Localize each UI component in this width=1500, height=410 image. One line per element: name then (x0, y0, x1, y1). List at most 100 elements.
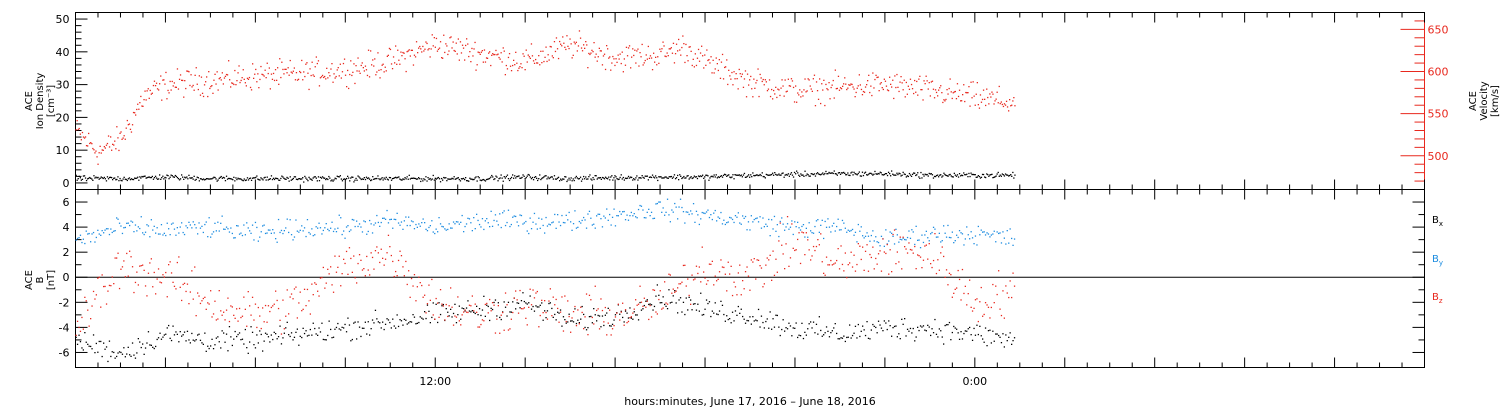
velocity-point (378, 69, 380, 71)
field-tick-label: 6 (63, 196, 70, 209)
bz-point (134, 281, 137, 284)
density-point (725, 174, 727, 176)
velocity-point (220, 79, 222, 81)
by-point (121, 232, 124, 235)
by-point (480, 226, 482, 228)
velocity-point (830, 86, 832, 89)
density-tick-label: 10 (56, 144, 70, 157)
density-point (741, 176, 743, 178)
density-point (688, 178, 690, 180)
by-point (824, 220, 826, 223)
by-point (889, 231, 891, 233)
density-point (308, 176, 310, 178)
bz-point (776, 271, 778, 273)
velocity-point (689, 46, 691, 48)
bx-point (344, 323, 346, 326)
density-point (630, 176, 632, 178)
velocity-point (607, 48, 609, 50)
velocity-point (588, 52, 590, 55)
by-point (175, 234, 177, 236)
velocity-tick-label: 650 (1428, 23, 1449, 36)
density-point (108, 176, 111, 179)
velocity-point (903, 79, 905, 81)
bx-point (594, 314, 596, 316)
velocity-point (328, 72, 330, 74)
density-point (929, 173, 931, 175)
velocity-point (176, 68, 179, 70)
bx-point (649, 303, 651, 305)
density-point (494, 178, 496, 180)
velocity-point (373, 65, 375, 67)
bz-point (233, 314, 235, 316)
velocity-point (253, 77, 255, 79)
by-point (494, 214, 497, 216)
velocity-point (690, 50, 692, 52)
velocity-point (495, 49, 497, 52)
density-point (262, 179, 264, 181)
bx-point (870, 329, 872, 331)
density-point (191, 177, 193, 179)
density-point (829, 172, 831, 174)
by-point (895, 228, 897, 230)
velocity-point (976, 82, 978, 84)
by-point (536, 228, 538, 230)
density-point (993, 176, 995, 178)
density-point (152, 178, 155, 180)
bx-point (776, 314, 778, 317)
bx-point (917, 326, 919, 328)
bx-point (976, 324, 978, 326)
by-point (424, 222, 426, 224)
bz-point (202, 297, 204, 300)
density-point (1005, 174, 1008, 176)
bx-point (458, 305, 460, 307)
density-point (590, 178, 592, 180)
density-point (933, 175, 936, 178)
bx-point (545, 317, 547, 319)
velocity-point (446, 45, 448, 47)
density-point (276, 177, 278, 180)
density-point (960, 175, 962, 177)
density-point (196, 176, 198, 178)
bx-point (950, 339, 952, 341)
velocity-point (135, 114, 137, 116)
bx-point (977, 333, 979, 336)
velocity-point (840, 88, 843, 90)
velocity-point (406, 51, 408, 53)
density-point (717, 176, 719, 178)
density-point (266, 176, 268, 178)
by-point (290, 234, 293, 236)
density-point (246, 177, 249, 179)
velocity-point (971, 97, 973, 99)
velocity-point (143, 99, 145, 101)
density-point (834, 173, 836, 175)
density-point (305, 177, 307, 179)
by-point (522, 223, 524, 225)
density-point (772, 172, 774, 174)
bx-point (898, 333, 900, 335)
bz-point (149, 262, 151, 264)
velocity-point (878, 90, 880, 92)
density-point (482, 178, 484, 181)
by-point (656, 202, 658, 205)
bx-point (810, 321, 812, 323)
bz-point (828, 264, 831, 266)
density-point (939, 174, 941, 176)
bz-point (503, 329, 505, 331)
bz-point (847, 264, 849, 266)
density-point (530, 178, 533, 180)
density-point (783, 176, 785, 178)
bx-point (914, 340, 916, 342)
bz-point (914, 245, 916, 248)
bz-point (893, 229, 896, 231)
by-point (476, 213, 478, 215)
bx-point (672, 295, 674, 297)
bx-point (237, 333, 239, 336)
by-point (860, 226, 862, 228)
density-point (805, 174, 807, 177)
bx-point (707, 302, 709, 305)
velocity-point (256, 81, 258, 83)
density-point (743, 172, 746, 175)
bx-point (108, 340, 111, 342)
velocity-point (166, 98, 168, 100)
velocity-point (671, 52, 674, 54)
